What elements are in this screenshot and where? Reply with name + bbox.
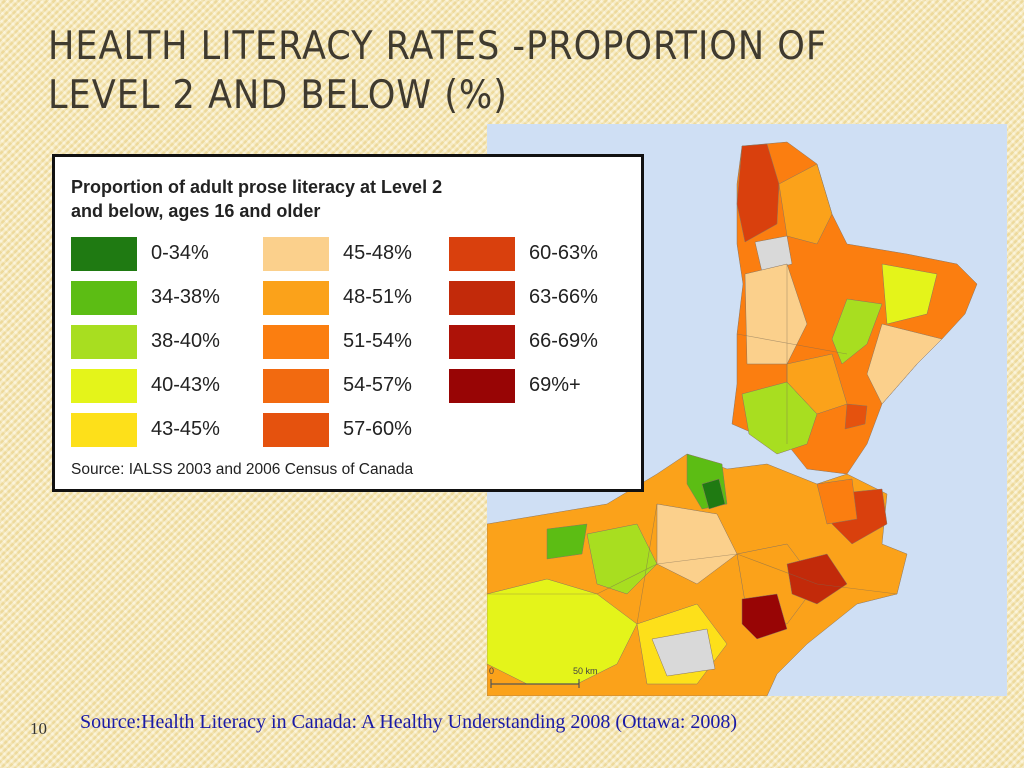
region-mainland-green-3 — [546, 523, 588, 560]
region-peninsula-right — [866, 323, 943, 405]
legend-label: 40-43% — [151, 374, 220, 396]
legend-label: 34-38% — [151, 286, 220, 308]
legend-label: 43-45% — [151, 418, 220, 440]
legend-swatch — [263, 237, 329, 271]
region-peninsula-grey — [754, 235, 793, 273]
map-boundary-2 — [636, 503, 658, 625]
legend-label: 38-40% — [151, 330, 220, 352]
region-peninsula-mid — [744, 263, 808, 365]
region-mainland-green-2 — [586, 523, 658, 595]
region-mainland-grey — [651, 628, 716, 677]
slide-source: Source:Health Literacy in Canada: A Heal… — [80, 711, 738, 733]
region-peninsula-yellow — [881, 263, 938, 325]
region-mainland-lightorange — [656, 503, 738, 585]
map-boundary-4 — [736, 333, 848, 355]
legend-swatch — [71, 281, 137, 315]
choropleth-map: 0 50 km — [487, 124, 1007, 696]
slide-number: 10 — [30, 719, 47, 738]
legend-title-line-2: and below, ages 16 and older — [71, 201, 321, 221]
legend-label: 60-63% — [529, 242, 598, 264]
legend-title-line-1: Proportion of adult prose literacy at Le… — [71, 177, 443, 197]
map-svg: 0 50 km — [487, 124, 1007, 696]
legend-swatch — [449, 369, 515, 403]
legend-swatch — [71, 369, 137, 403]
legend-swatch — [263, 369, 329, 403]
legend-label: 63-66% — [529, 286, 598, 308]
legend-swatch — [71, 237, 137, 271]
region-peninsula-green — [831, 298, 883, 365]
legend-label: 54-57% — [343, 374, 412, 396]
region-mainland-darkgreen — [701, 478, 726, 510]
map-legend: Proportion of adult prose literacy at Le… — [52, 154, 644, 492]
slide-title: HEALTH LITERACY RATES -PROPORTION OF LEV… — [48, 22, 948, 120]
legend-swatch — [449, 237, 515, 271]
legend-label: 66-69% — [529, 330, 598, 352]
legend-label: 57-60% — [343, 418, 412, 440]
map-boundary-1 — [487, 553, 898, 595]
region-peninsula-east — [778, 163, 833, 245]
legend-label: 51-54% — [343, 330, 412, 352]
legend-swatch — [263, 281, 329, 315]
legend-swatch — [71, 413, 137, 447]
legend-label: 45-48% — [343, 242, 412, 264]
region-mainland-yellow-1 — [487, 578, 638, 685]
slide-title-line-2: LEVEL 2 AND BELOW (%) — [48, 73, 508, 118]
scale-zero: 0 — [489, 666, 494, 676]
legend-label: 69%+ — [529, 374, 581, 396]
legend-swatch — [71, 325, 137, 359]
legend-label: 0-34% — [151, 242, 209, 264]
region-mainland-red-coast — [786, 553, 848, 605]
region-mainland-orange-2 — [816, 478, 858, 525]
scale-label: 50 km — [573, 666, 598, 676]
legend-swatch — [449, 281, 515, 315]
legend-swatch — [263, 325, 329, 359]
region-mainland-darkred — [741, 593, 788, 640]
legend-swatch — [263, 413, 329, 447]
legend-label: 48-51% — [343, 286, 412, 308]
scale-bar: 0 50 km — [489, 666, 598, 688]
legend-source: Source: IALSS 2003 and 2006 Census of Ca… — [71, 461, 414, 478]
legend-swatch — [449, 325, 515, 359]
slide-title-line-1: HEALTH LITERACY RATES -PROPORTION OF — [48, 24, 828, 69]
region-peninsula-red-spot — [844, 403, 868, 430]
legend-title: Proportion of adult prose literacy at Le… — [71, 175, 551, 223]
region-peninsula-tip — [736, 143, 780, 243]
